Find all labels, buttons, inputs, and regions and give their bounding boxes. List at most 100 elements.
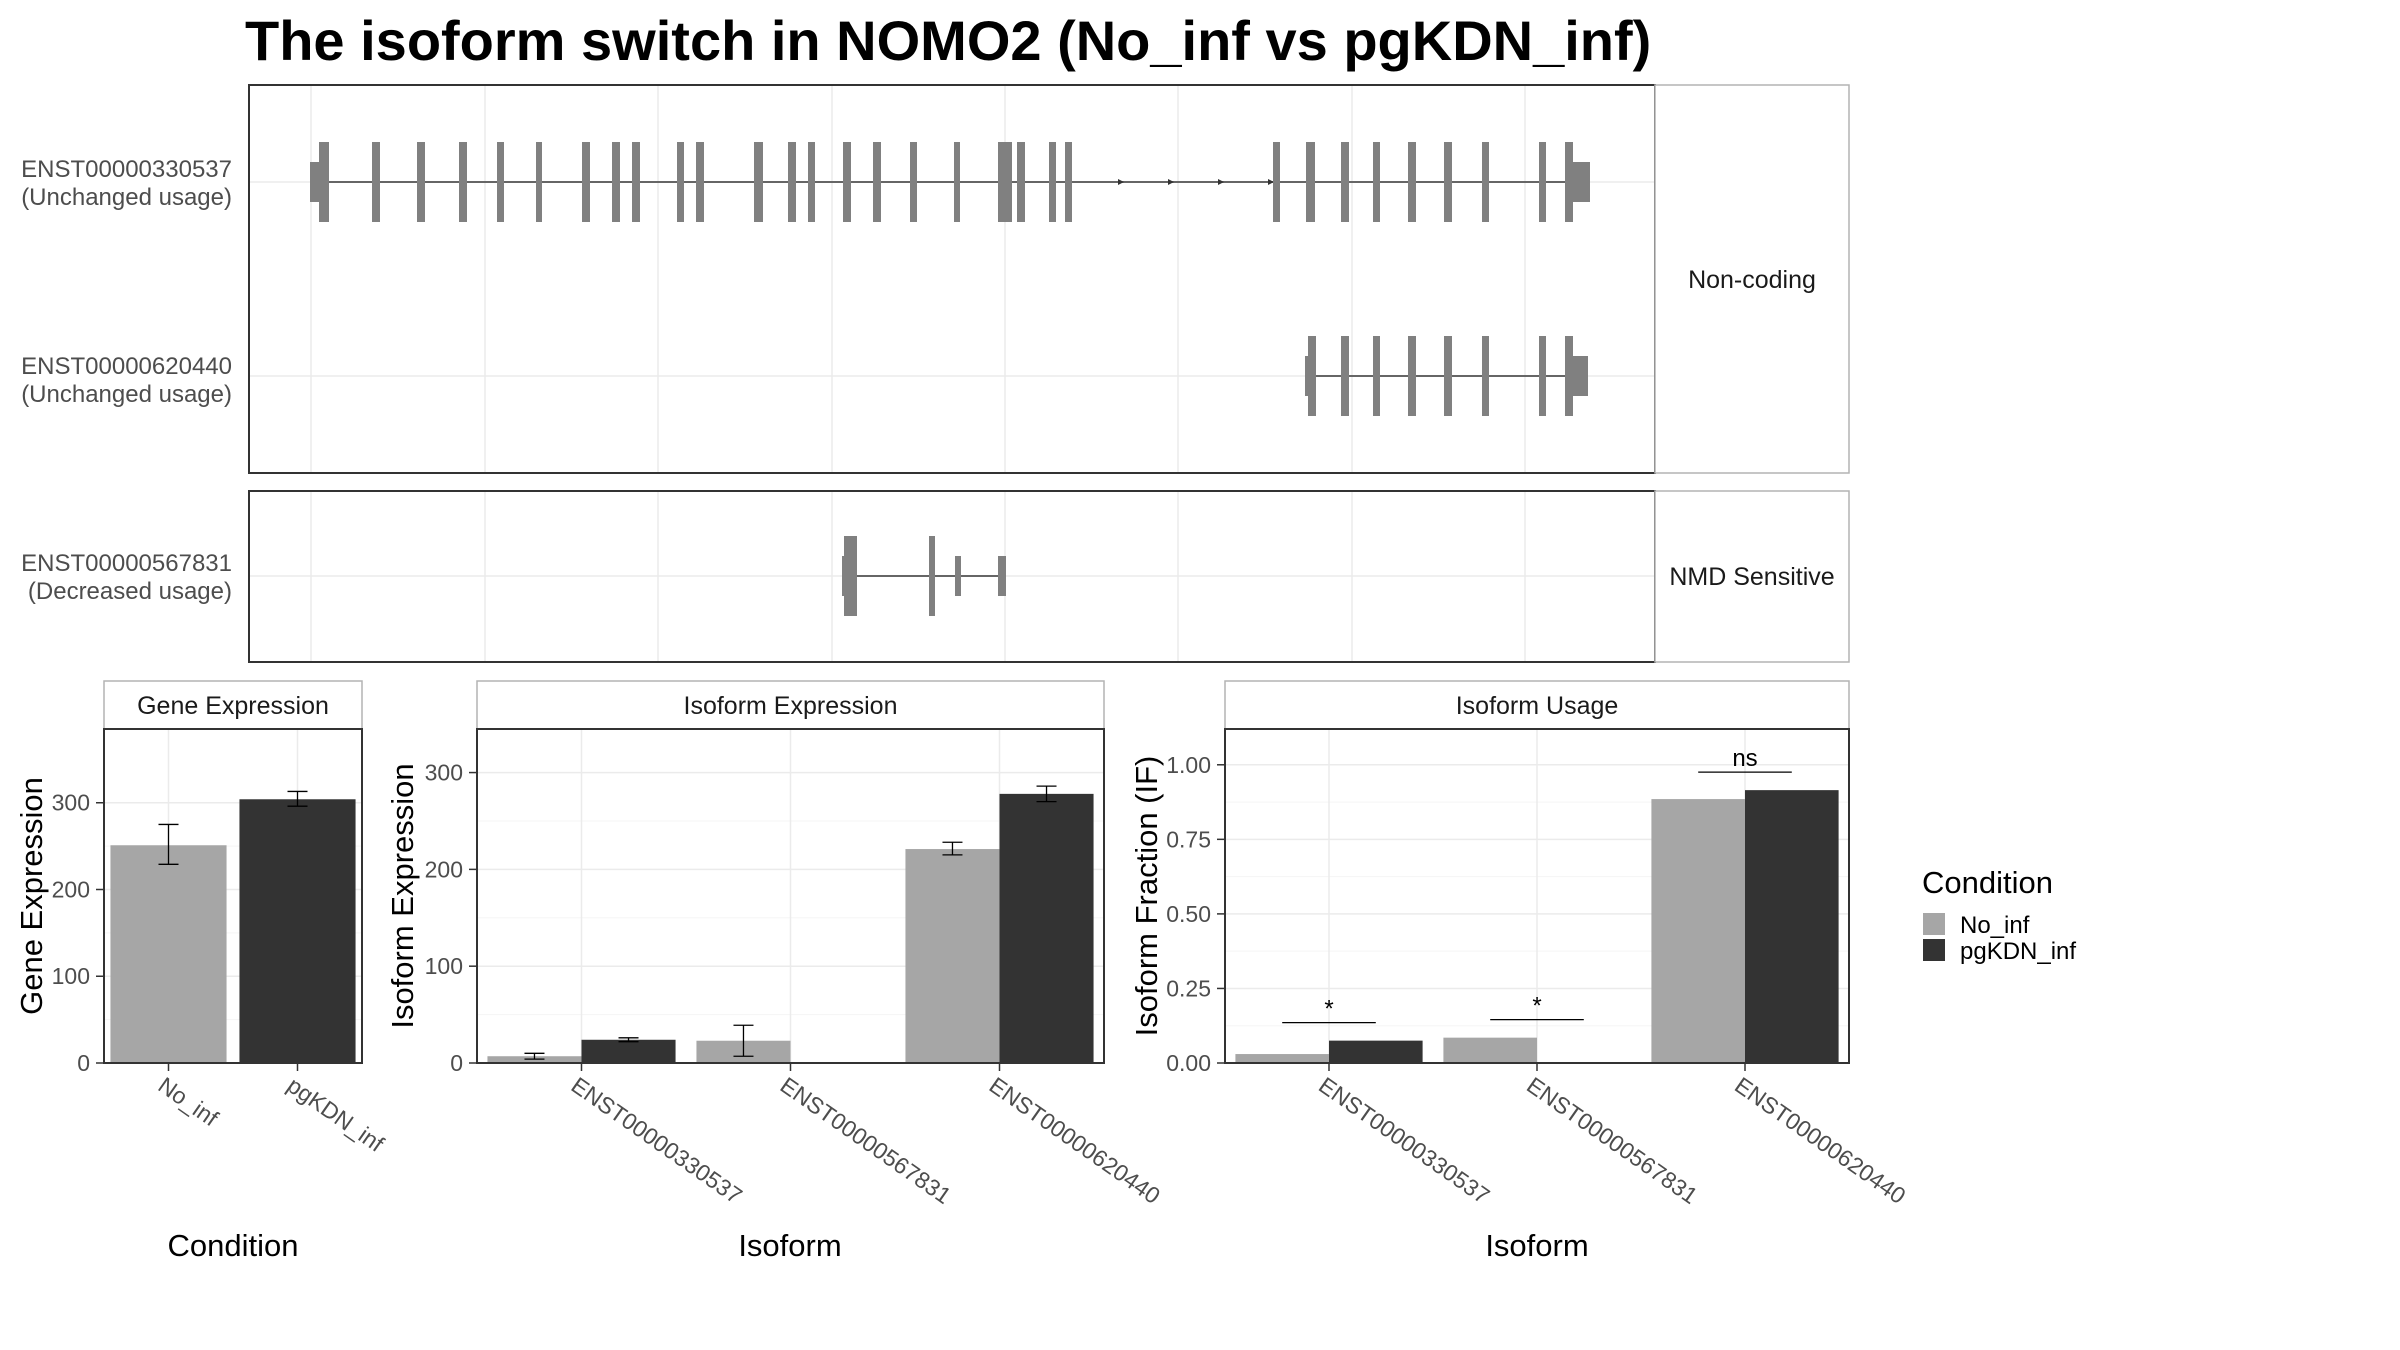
exon bbox=[844, 536, 857, 616]
structure-panel-nmd-sensitive: NMD Sensitive ENST00000567831 (Decreased… bbox=[21, 490, 1850, 663]
x-axis-title: Condition bbox=[168, 1228, 299, 1263]
bar bbox=[999, 793, 1094, 1063]
bar bbox=[905, 849, 1000, 1063]
exon bbox=[1341, 142, 1349, 222]
y-tick-label: 200 bbox=[425, 856, 463, 882]
exon bbox=[1049, 142, 1056, 222]
y-tick-label: 0.00 bbox=[1166, 1050, 1211, 1076]
x-tick-label: ENST00000567831 bbox=[776, 1072, 956, 1209]
y-tick-label: 1.00 bbox=[1166, 752, 1211, 778]
y-tick-label: 300 bbox=[52, 790, 90, 816]
exon bbox=[1570, 356, 1588, 396]
x-axis-title: Isoform bbox=[738, 1228, 841, 1263]
exon bbox=[632, 142, 640, 222]
y-tick-label: 0 bbox=[77, 1050, 90, 1076]
exon bbox=[459, 142, 467, 222]
exon bbox=[754, 142, 763, 222]
exon bbox=[954, 142, 960, 222]
transcript-usage-label: (Unchanged usage) bbox=[21, 381, 232, 408]
exon bbox=[1565, 142, 1573, 222]
exon bbox=[536, 142, 542, 222]
exon bbox=[1539, 336, 1546, 416]
exon bbox=[1408, 336, 1416, 416]
strip-nmd-sensitive bbox=[1654, 490, 1850, 663]
legend-label-pgkdn-inf: pgKDN_inf bbox=[1960, 938, 2076, 965]
exon bbox=[1570, 162, 1590, 202]
transcript-label: ENST00000620440 bbox=[21, 353, 232, 380]
exon bbox=[1373, 142, 1380, 222]
exon bbox=[319, 142, 329, 222]
bar bbox=[1651, 799, 1745, 1063]
y-axis-title: Isoform Fraction (IF) bbox=[1129, 756, 1164, 1037]
x-tick-label: ENST00000330537 bbox=[567, 1072, 747, 1209]
plot-border bbox=[103, 728, 363, 1064]
figure-title: The isoform switch in NOMO2 (No_inf vs p… bbox=[245, 9, 1651, 72]
strand-arrow bbox=[1218, 179, 1224, 185]
bar bbox=[581, 1039, 676, 1063]
y-tick-label: 200 bbox=[52, 876, 90, 902]
exon bbox=[1308, 336, 1316, 416]
exon bbox=[998, 556, 1006, 596]
x-tick-label: No_inf bbox=[154, 1072, 224, 1132]
y-tick-label: 100 bbox=[425, 953, 463, 979]
bar bbox=[1745, 790, 1839, 1063]
exon bbox=[1273, 142, 1280, 222]
transcript-label: ENST00000330537 bbox=[21, 156, 232, 183]
strand-arrow bbox=[1268, 179, 1274, 185]
exon bbox=[1065, 142, 1072, 222]
panel-strip bbox=[476, 680, 1105, 730]
structure-panel-background bbox=[249, 85, 1655, 473]
y-tick-label: 0 bbox=[450, 1050, 463, 1076]
gene-expression-chart: Gene Expression 0 100 200 300 No_inf pgKDN_inf… bbox=[14, 680, 390, 1263]
exon bbox=[1444, 142, 1452, 222]
y-axis-title: Gene Expression bbox=[14, 777, 49, 1015]
exon bbox=[843, 142, 851, 222]
exon bbox=[910, 142, 917, 222]
transcript-label: ENST00000567831 bbox=[21, 550, 232, 577]
panel-strip bbox=[1224, 680, 1850, 730]
y-tick-label: 0.75 bbox=[1166, 826, 1211, 852]
exon bbox=[1408, 142, 1416, 222]
exon bbox=[1341, 336, 1349, 416]
y-axis-title: Isoform Expression bbox=[385, 763, 420, 1028]
exon bbox=[1565, 336, 1573, 416]
y-tick-label: 300 bbox=[425, 760, 463, 786]
exon bbox=[808, 142, 815, 222]
x-tick-label: ENST00000620440 bbox=[985, 1072, 1165, 1209]
strip-label-non-coding: Non-coding bbox=[1688, 266, 1816, 294]
y-tick-label: 0.25 bbox=[1166, 975, 1211, 1001]
x-tick-label: pgKDN_inf bbox=[283, 1072, 390, 1157]
legend: Condition No_inf pgKDN_inf bbox=[1922, 865, 2076, 965]
exon bbox=[612, 142, 620, 222]
strand-arrow bbox=[1168, 179, 1174, 185]
strip-non-coding bbox=[1654, 84, 1850, 474]
exon bbox=[1017, 142, 1025, 222]
exon bbox=[1482, 336, 1489, 416]
y-tick-label: 100 bbox=[52, 963, 90, 989]
structure-panel-non-coding: Non-coding ENST00000330537 (Unchanged us… bbox=[21, 84, 1850, 474]
exon bbox=[998, 142, 1012, 222]
bar bbox=[110, 845, 227, 1063]
transcript-models bbox=[310, 142, 1590, 416]
transcript-usage-label: (Decreased usage) bbox=[28, 578, 232, 605]
legend-key-no-inf bbox=[1923, 913, 1945, 935]
exon bbox=[1539, 142, 1546, 222]
significance-label: * bbox=[1324, 996, 1333, 1023]
strand-arrow bbox=[1118, 179, 1124, 185]
y-tick-label: 0.50 bbox=[1166, 901, 1211, 927]
legend-title: Condition bbox=[1922, 865, 2053, 900]
legend-label-no-inf: No_inf bbox=[1960, 912, 2030, 939]
transcript-usage-label: (Unchanged usage) bbox=[21, 184, 232, 211]
x-tick-label: ENST00000567831 bbox=[1522, 1072, 1702, 1209]
bar bbox=[1443, 1037, 1537, 1063]
exon bbox=[873, 142, 881, 222]
exon bbox=[696, 142, 704, 222]
exon bbox=[497, 142, 504, 222]
exon bbox=[929, 536, 935, 616]
exon bbox=[955, 556, 961, 596]
exon bbox=[372, 142, 380, 222]
exon bbox=[1305, 356, 1310, 396]
panel-strip-label: Isoform Usage bbox=[1456, 692, 1619, 720]
isoform-usage-chart: Isoform Usage * * ns 0.00 0.25 0.50 0.75 1.00 ENS… bbox=[1129, 680, 1911, 1263]
transcript-models bbox=[842, 536, 1006, 616]
